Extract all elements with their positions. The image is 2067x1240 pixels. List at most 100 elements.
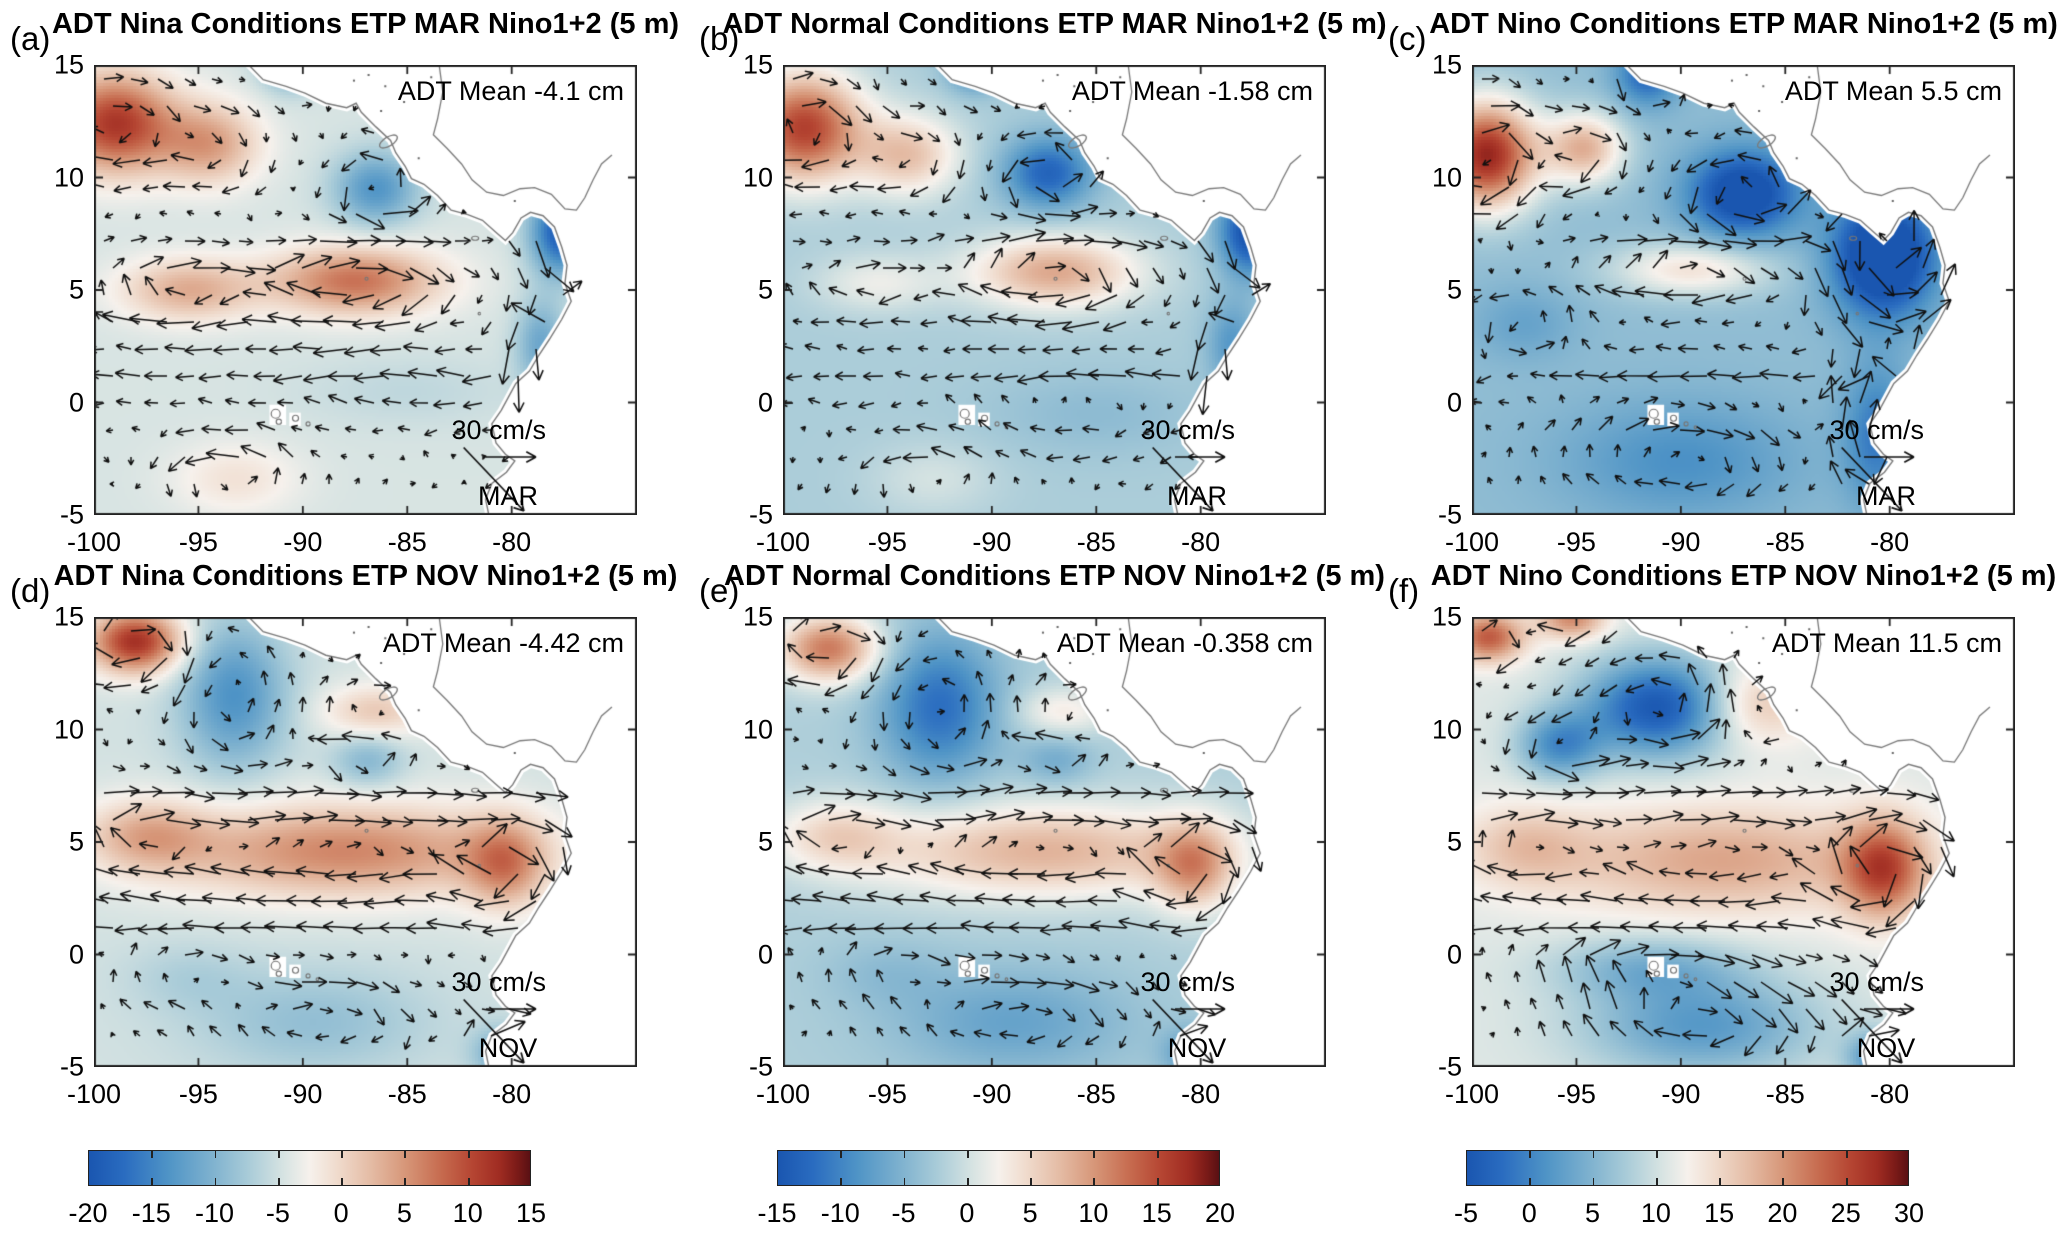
colorbar-tick <box>404 1150 407 1158</box>
colorbar-tick <box>1529 1178 1532 1186</box>
y-tick-label: 10 <box>742 162 773 192</box>
colorbar-tick <box>1093 1178 1096 1186</box>
colorbar-tick <box>214 1178 217 1186</box>
y-tick-label: 0 <box>757 939 773 969</box>
colorbar-tick <box>966 1150 969 1158</box>
month-label: MAR <box>1167 481 1227 511</box>
colorbar-tick <box>277 1150 280 1158</box>
x-tick-label: -95 <box>867 1079 907 1109</box>
colorbar-tick-label: -5 <box>891 1198 916 1228</box>
colorbar-tick <box>1030 1150 1032 1158</box>
colorbar-tick <box>966 1178 969 1186</box>
panel-title: ADT Normal Conditions ETP NOV Nino1+2 (5… <box>724 560 1385 592</box>
y-tick-label: 15 <box>1431 49 1462 80</box>
x-tick-label: -95 <box>867 527 907 557</box>
map-canvas <box>783 65 1326 515</box>
colorbar-tick <box>1529 1150 1532 1158</box>
panel-letter: (a) <box>10 20 51 57</box>
y-tick-label: 15 <box>742 601 773 632</box>
panel-title: ADT Nino Conditions ETP NOV Nino1+2 (5 m… <box>1430 560 2057 592</box>
y-tick-label: 5 <box>68 826 84 857</box>
adt-mean-label: ADT Mean -4.42 cm <box>382 628 624 658</box>
colorbar-tick <box>840 1178 843 1186</box>
colorbar-tick <box>467 1178 470 1186</box>
colorbar-tick-label: 10 <box>1640 1198 1671 1228</box>
colorbar-tick <box>1030 1178 1032 1186</box>
x-tick-label: -80 <box>492 1079 532 1109</box>
colorbar-tick <box>1655 1178 1658 1186</box>
panel-title: ADT Normal Conditions ETP MAR Nino1+2 (5… <box>722 8 1387 40</box>
colorbar-tick <box>1782 1178 1785 1186</box>
x-tick-label: -85 <box>1076 527 1116 557</box>
y-tick-label: 5 <box>1446 826 1462 857</box>
y-tick-label: -5 <box>1437 1051 1462 1082</box>
y-tick-label: 15 <box>742 49 773 80</box>
colorbar-tick-label: 10 <box>452 1198 483 1228</box>
colorbar-tick <box>903 1178 906 1186</box>
colorbar-tick-label: -15 <box>757 1198 797 1228</box>
y-tick-label: 0 <box>1446 939 1462 969</box>
x-tick-label: -90 <box>972 527 1012 557</box>
x-tick-label: -85 <box>1765 1079 1805 1109</box>
y-tick-label: 10 <box>1431 162 1462 192</box>
colorbar-tick <box>404 1178 407 1186</box>
colorbar-tick <box>341 1150 343 1158</box>
y-tick-label: 15 <box>53 49 84 80</box>
colorbar-tick <box>341 1178 343 1186</box>
y-tick-label: 0 <box>1446 387 1462 417</box>
x-tick-label: -90 <box>972 1079 1012 1109</box>
month-label: NOV <box>1856 1033 1916 1063</box>
y-tick-label: 5 <box>757 826 773 857</box>
scale-arrow-label: 30 cm/s <box>1829 415 1924 445</box>
colorbar-tick-label: 30 <box>1893 1198 1925 1228</box>
y-tick-label: 5 <box>68 274 84 305</box>
colorbar-tick <box>1592 1178 1595 1186</box>
adt-mean-label: ADT Mean 11.5 cm <box>1771 628 2002 658</box>
colorbar-tick <box>1093 1150 1096 1158</box>
x-tick-label: -95 <box>1556 1079 1596 1109</box>
x-tick-label: -100 <box>1444 1079 1500 1109</box>
colorbar-tick <box>840 1150 843 1158</box>
colorbar-tick-label: -10 <box>195 1198 235 1228</box>
y-tick-label: 5 <box>1446 274 1462 305</box>
colorbar-tick-label: 0 <box>959 1198 975 1228</box>
scale-arrow-label: 30 cm/s <box>451 967 546 997</box>
x-tick-label: -95 <box>1556 527 1596 557</box>
x-tick-label: -80 <box>492 527 532 557</box>
colorbar-tick <box>1845 1178 1848 1186</box>
panel-letter: (e) <box>699 572 740 609</box>
y-tick-label: -5 <box>59 1051 84 1082</box>
panel-title: ADT Nina Conditions ETP NOV Nino1+2 (5 m… <box>53 560 678 592</box>
colorbar <box>88 1150 531 1186</box>
map-canvas <box>1472 65 2015 515</box>
y-tick-label: -5 <box>748 1051 773 1082</box>
adt-mean-label: ADT Mean -4.1 cm <box>397 76 624 106</box>
colorbar-tick-label: 20 <box>1204 1198 1236 1228</box>
y-tick-label: 15 <box>53 601 84 632</box>
panel-letter: (f) <box>1388 572 1420 609</box>
y-tick-label: 15 <box>1431 601 1462 632</box>
x-tick-label: -100 <box>755 1079 811 1109</box>
colorbar-tick-label: -10 <box>820 1198 860 1228</box>
panel-title: ADT Nino Conditions ETP MAR Nino1+2 (5 m… <box>1429 8 2058 40</box>
adt-mean-label: ADT Mean 5.5 cm <box>1784 76 2002 106</box>
colorbar-tick <box>1156 1178 1159 1186</box>
x-tick-label: -100 <box>1444 527 1500 557</box>
colorbar-tick <box>1719 1178 1721 1186</box>
month-label: MAR <box>478 481 538 511</box>
colorbar-tick <box>467 1150 470 1158</box>
colorbar-tick-label: 15 <box>515 1198 547 1228</box>
x-tick-label: -80 <box>1870 527 1910 557</box>
colorbar-tick-label: -15 <box>131 1198 171 1228</box>
x-tick-label: -85 <box>1076 1079 1116 1109</box>
adt-mean-label: ADT Mean -0.358 cm <box>1056 628 1313 658</box>
y-tick-label: 10 <box>53 714 84 744</box>
x-tick-label: -85 <box>387 1079 427 1109</box>
y-tick-label: -5 <box>59 499 84 530</box>
map-canvas <box>783 617 1326 1067</box>
colorbar-tick <box>214 1150 217 1158</box>
colorbar-tick <box>1845 1150 1848 1158</box>
colorbar-tick <box>1655 1150 1658 1158</box>
panel-letter: (b) <box>699 20 740 57</box>
